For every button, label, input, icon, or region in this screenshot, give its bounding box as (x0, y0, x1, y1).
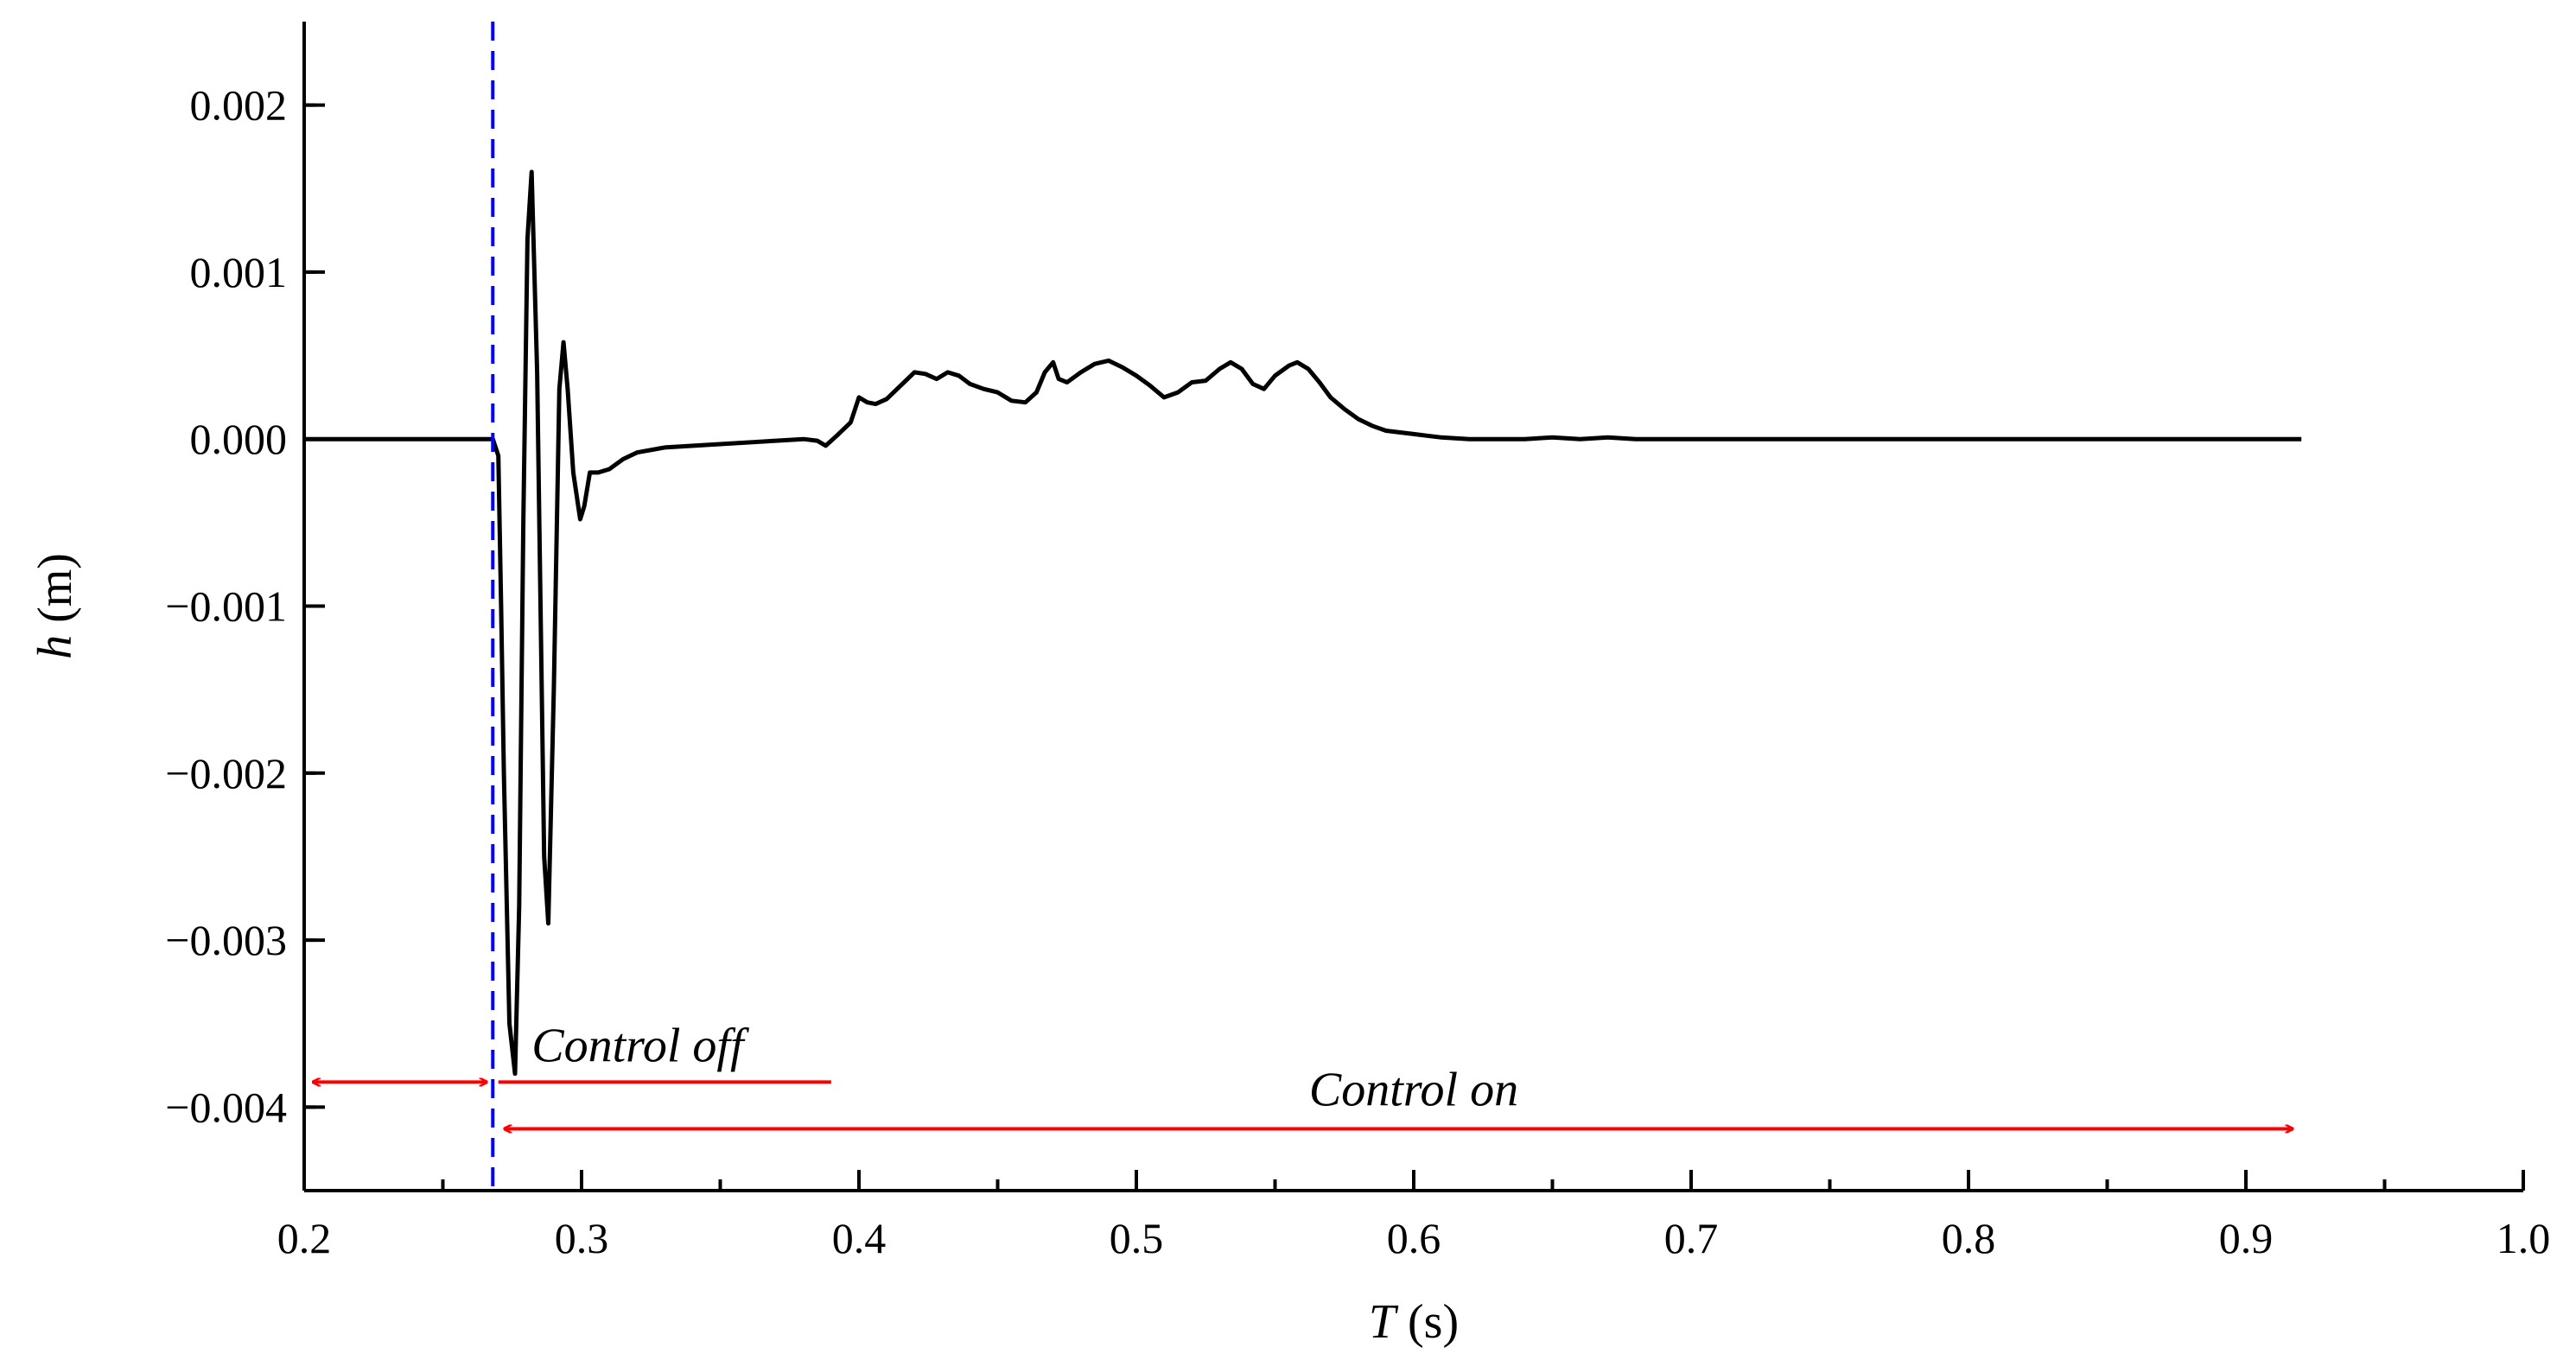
x-tick-label: 0.2 (277, 1214, 332, 1262)
x-axis-unit: (s) (1396, 1295, 1459, 1349)
control-on-label: Control on (1309, 1063, 1518, 1116)
y-tick-label: 0.002 (190, 81, 288, 130)
y-tick-label: −0.001 (165, 582, 287, 631)
x-axis-title: T (s) (1369, 1295, 1459, 1349)
y-tick-label: 0.001 (190, 248, 288, 296)
x-tick-label: 0.9 (2219, 1214, 2274, 1262)
y-axis-ticks: 0.002 0.001 0.000 −0.001 −0.002 −0.003 −0.004 (165, 81, 325, 1131)
x-axis-ticks: 0.2 0.3 0.4 0.5 0.6 0.7 0.8 0.9 1.0 (277, 1170, 2551, 1262)
x-tick-label: 0.8 (1942, 1214, 1996, 1262)
series-group (304, 169, 2302, 1077)
y-axis-variable: h (29, 635, 82, 659)
annotations (313, 22, 2293, 1191)
x-tick-label: 0.4 (832, 1214, 887, 1262)
y-tick-label: −0.003 (165, 916, 287, 964)
x-tick-label: 0.3 (555, 1214, 609, 1262)
y-axis-unit: (m) (29, 553, 82, 635)
y-tick-label: 0.000 (190, 415, 288, 463)
x-tick-label: 0.6 (1387, 1214, 1441, 1262)
plot-frame (302, 22, 2523, 1192)
series-line-0 (304, 169, 2302, 1077)
control-off-label: Control off (531, 1019, 750, 1072)
x-axis-variable: T (1369, 1295, 1399, 1349)
y-axis-title: h (m) (29, 553, 82, 659)
y-tick-label: −0.002 (165, 749, 287, 797)
y-tick-label: −0.004 (165, 1083, 287, 1131)
x-tick-label: 1.0 (2496, 1214, 2551, 1262)
x-tick-label: 0.5 (1110, 1214, 1164, 1262)
x-tick-label: 0.7 (1664, 1214, 1719, 1262)
